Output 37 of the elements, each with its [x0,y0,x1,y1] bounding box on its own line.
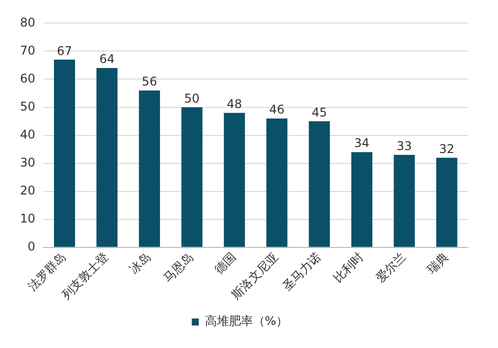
bar [96,68,118,247]
bar [436,158,458,247]
data-label: 45 [312,105,327,120]
legend-label: 高堆肥率（%） [204,314,288,328]
bar [224,112,245,247]
data-label: 48 [226,97,242,111]
bar [138,90,160,247]
bar [351,152,372,247]
x-tick-label: 圣马力诺 [280,250,324,294]
x-tick-label: 马恩岛 [160,250,196,286]
data-label: 56 [142,74,158,89]
x-tick-label: 爱尔兰 [373,250,409,286]
data-label: 33 [396,139,412,154]
bar [54,60,76,247]
x-tick-label: 冰岛 [126,250,154,277]
data-label: 32 [439,142,454,156]
data-label: 46 [269,102,285,117]
x-tick-label: 德国 [212,250,239,277]
y-tick-label: 60 [20,71,36,86]
data-label: 50 [184,91,200,106]
y-tick-label: 80 [20,15,36,30]
data-label: 34 [354,136,370,150]
x-tick-label: 瑞典 [424,250,452,277]
data-label: 67 [56,44,72,58]
x-tick-label: 比利时 [330,250,366,286]
y-tick-label: 0 [28,240,36,254]
data-label: 64 [99,52,115,66]
y-tick-label: 40 [20,127,36,142]
y-tick-label: 50 [20,99,36,114]
bar [266,118,288,247]
bar [181,107,202,247]
bar [308,121,330,247]
y-tick-label: 20 [20,183,36,198]
y-tick-label: 10 [20,211,36,226]
bar [394,154,415,247]
y-tick-label: 30 [20,155,36,170]
y-tick-label: 70 [20,43,36,58]
